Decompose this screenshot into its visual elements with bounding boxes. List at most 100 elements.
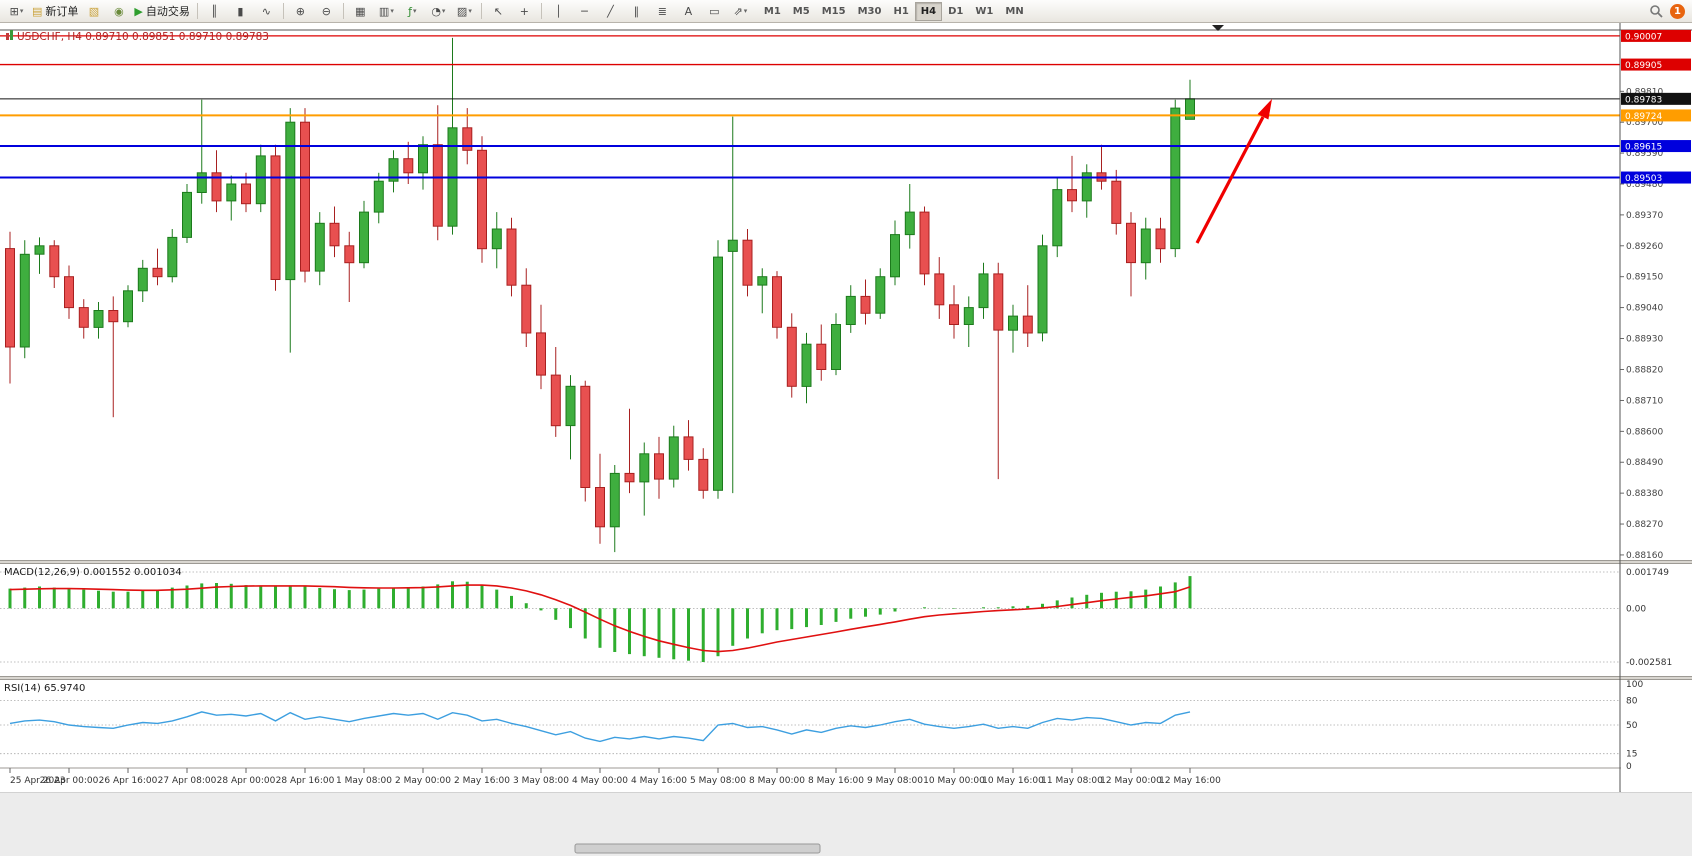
time-axis-label: 12 May 16:00 [1159, 776, 1221, 786]
rsi-axis-label: 80 [1626, 696, 1638, 706]
bullish-candle [123, 290, 133, 323]
chart-profiles-button[interactable]: ▧ [81, 1, 106, 22]
chart-shift-marker[interactable] [1212, 25, 1224, 31]
bullish-candle [314, 222, 325, 272]
price-tag [1621, 140, 1691, 153]
bullish-candle [963, 307, 974, 326]
bearish-candle [949, 304, 959, 325]
toolbar-separator [342, 3, 344, 19]
panel-separator[interactable] [0, 560, 1692, 564]
candlestick-chart-type-button[interactable]: ▮ [228, 1, 253, 22]
new-chart-button[interactable]: ⊞ ▾ [4, 1, 29, 22]
arrange-windows-button[interactable]: ▥ ▾ [374, 1, 399, 22]
bearish-candle [329, 222, 340, 247]
time-axis-label: 8 May 16:00 [808, 776, 864, 786]
timeframe-m15-button[interactable]: M15 [821, 5, 846, 17]
chart-plot-area[interactable] [0, 30, 1620, 560]
indicators-button[interactable]: ƒ ▾ [400, 1, 425, 22]
horizontal-line-tool-button[interactable]: ─ [572, 1, 597, 22]
new-chart-icon: ⊞ [9, 4, 19, 18]
arrows-tool-button[interactable]: ⇗ ▾ [728, 1, 753, 22]
price-axis-label: 0.89480 [1626, 180, 1663, 190]
search-icon[interactable] [1649, 4, 1663, 18]
macd-label: MACD(12,26,9) 0.001552 0.001034 [4, 567, 182, 578]
chart-profiles-icon: ▧ [88, 4, 100, 18]
bearish-candle [521, 284, 532, 334]
price-axis-label: 0.88490 [1626, 458, 1663, 468]
panel-separator[interactable] [0, 676, 1692, 680]
candlestick-chart-type-icon: ▮ [237, 4, 244, 18]
timeframe-w1-button[interactable]: W1 [975, 5, 994, 17]
line-chart-type-button[interactable]: ∿ [254, 1, 279, 22]
bearish-candle [550, 374, 561, 427]
time-axis[interactable] [0, 769, 1620, 792]
time-axis-label: 5 May 08:00 [690, 776, 746, 786]
price-tag-label: 0.89783 [1625, 95, 1662, 105]
notification-badge[interactable]: 1 [1670, 3, 1685, 19]
periods-button[interactable]: ◔ ▾ [426, 1, 451, 22]
macd-axis-label: 0.001749 [1626, 568, 1669, 578]
auto-trading-label: 自动交易 [145, 5, 190, 18]
sound-alerts-button[interactable]: ◉ [106, 1, 131, 22]
rsi-axis-label: 15 [1626, 750, 1637, 760]
new-order-button[interactable]: ▤ 新订单 [29, 1, 81, 22]
horizontal-scrollbar-thumb[interactable] [574, 843, 821, 854]
timeframe-m30-button[interactable]: M30 [857, 5, 882, 17]
price-axis-label: 0.88380 [1626, 489, 1663, 499]
toolbar-group-right: 1 [1649, 3, 1688, 19]
time-axis-label: 10 May 16:00 [982, 776, 1044, 786]
cursor-button[interactable]: ↖ [486, 1, 511, 22]
timeframe-mn-button[interactable]: MN [1005, 5, 1024, 17]
price-axis-label: 0.89810 [1626, 87, 1663, 97]
zoom-out-button[interactable]: ⊖ [314, 1, 339, 22]
crosshair-button[interactable]: + [512, 1, 537, 22]
toolbar-group-main: ⊞ ▾ ▤ 新订单 ▧ ◉ ▶ 自动交易 [4, 1, 193, 22]
channel-tool-button[interactable]: ∥ [624, 1, 649, 22]
bullish-candle [359, 211, 369, 264]
bar-chart-type-button[interactable]: ║ [202, 1, 227, 22]
cursor-icon: ↖ [493, 4, 503, 18]
auto-trading-button[interactable]: ▶ 自动交易 [131, 1, 192, 22]
macd-signal-line [9, 584, 1191, 653]
trend-arrow-line[interactable] [1195, 116, 1265, 244]
timeframe-m5-button[interactable]: M5 [792, 5, 810, 17]
bearish-candle [786, 326, 797, 387]
price-axis-label: 0.89700 [1626, 118, 1663, 128]
price-tag [1621, 29, 1691, 42]
bullish-candle [93, 310, 104, 328]
trendline-tool-button[interactable]: ╱ [598, 1, 623, 22]
rsi-axis-label: 0 [1626, 762, 1632, 772]
fibonacci-tool-button[interactable]: ≣ [650, 1, 675, 22]
timeframe-h1-button[interactable]: H1 [893, 5, 909, 17]
trendline-tool-icon: ╱ [607, 4, 614, 18]
zoom-in-button[interactable]: ⊕ [288, 1, 313, 22]
chevron-down-icon: ▾ [468, 7, 472, 15]
bearish-candle [1111, 180, 1122, 224]
time-axis-label: 25 Apr 2023 [10, 776, 66, 786]
tile-windows-button[interactable]: ▦ [348, 1, 373, 22]
price-axis-label: 0.89040 [1626, 304, 1663, 314]
bullish-candle [137, 267, 148, 292]
tile-windows-icon: ▦ [355, 4, 366, 18]
label-tool-button[interactable]: ▭ [702, 1, 727, 22]
timeframe-h4-button[interactable]: H4 [914, 1, 943, 21]
price-axis-label: 0.89370 [1626, 211, 1663, 221]
text-tool-button[interactable]: A [676, 1, 701, 22]
bullish-candle [226, 183, 237, 202]
chart-title-icon [6, 30, 13, 40]
timeframe-m1-button[interactable]: M1 [763, 5, 781, 17]
timeframe-d1-button[interactable]: D1 [948, 5, 964, 17]
vertical-line-tool-button[interactable]: │ [546, 1, 571, 22]
templates-button[interactable]: ▨ ▾ [452, 1, 477, 22]
fibonacci-tool-icon: ≣ [657, 4, 667, 18]
bullish-candle [609, 472, 620, 528]
bearish-candle [64, 276, 74, 309]
time-axis-label: 10 May 00:00 [923, 776, 985, 786]
time-axis-label: 11 May 08:00 [1041, 776, 1103, 786]
bullish-candle [565, 385, 576, 427]
time-axis-label: 8 May 00:00 [749, 776, 805, 786]
auto-trading-icon: ▶ [134, 4, 143, 18]
toolbar-separator [540, 3, 542, 19]
bearish-candle [241, 183, 251, 205]
